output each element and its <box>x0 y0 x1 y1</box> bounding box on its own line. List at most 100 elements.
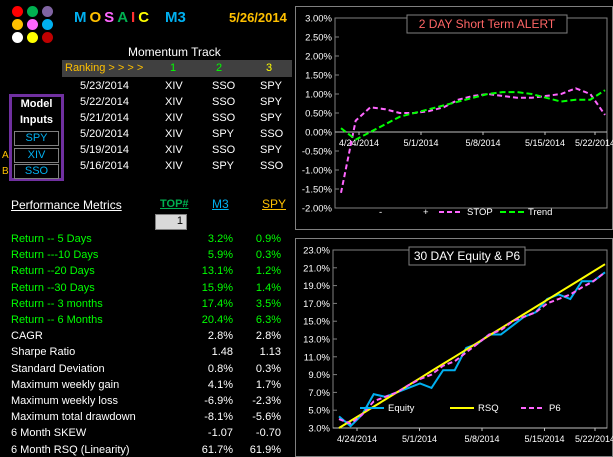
y-tick-label: 3.0% <box>308 424 330 435</box>
model-input-xiv[interactable]: XIV <box>14 148 59 163</box>
report-date: 5/26/2014 <box>229 10 287 25</box>
momentum-ticker: XIV <box>165 144 183 156</box>
brand-letter: O <box>89 9 105 26</box>
metric-label: 6 Month RSQ (Linearity) <box>11 443 130 456</box>
metric-spy-value: 1.13 <box>259 346 281 359</box>
chart-frame <box>295 238 613 457</box>
metric-spy-value: 1.4% <box>255 281 281 294</box>
y-tick-label: 13.0% <box>303 335 330 346</box>
metric-m3-value: -6.9% <box>204 395 233 407</box>
metric-m3-value: 4.1% <box>207 378 233 391</box>
y-tick-label: 2.50% <box>305 33 332 44</box>
y-tick-label: 11.0% <box>304 352 331 363</box>
metric-label: Standard Deviation <box>11 362 105 375</box>
metric-m3-value: 13.1% <box>201 265 233 278</box>
metric-spy-value: -5.6% <box>252 411 281 424</box>
metric-row: 6 Month RSQ (Linearity) 61.7% 61.9% <box>0 444 300 457</box>
momentum-row: 5/16/2014 XIV SPY SSO <box>0 159 300 175</box>
momentum-ticker: SSO <box>212 96 236 108</box>
brand-letter: I <box>131 9 139 26</box>
logo-dot <box>12 19 23 30</box>
metric-spy-value: 61.9% <box>249 443 281 456</box>
spy-column-header: SPY <box>262 197 287 211</box>
momentum-ticker: SPY <box>260 144 283 156</box>
metric-row: Return ---10 Days 5.9% 0.3% <box>0 249 300 265</box>
metric-spy-value: -2.3% <box>252 395 281 407</box>
momentum-row: 5/22/2014 XIV SSO SPY <box>0 95 300 111</box>
brand-title: MOSAIC <box>74 9 152 26</box>
metric-m3-value: -8.1% <box>204 411 233 424</box>
chart-title: 2 DAY Short Term ALERT <box>419 17 556 31</box>
momentum-row: 5/21/2014 XIV SSO SPY <box>0 111 300 127</box>
x-tick-label: 5/1/2014 <box>403 138 438 148</box>
momentum-ticker: XIV <box>165 80 183 92</box>
metric-spy-value: -0.70 <box>255 427 281 440</box>
model-input-spy[interactable]: SPY <box>14 131 59 146</box>
y-tick-label: 2.00% <box>305 52 332 63</box>
model-inputs-panel: Model Inputs SPY XIV SSO <box>9 94 64 181</box>
chart-title-box <box>408 246 526 266</box>
y-tick-label: 0.50% <box>305 109 332 120</box>
metric-label: Return --20 Days <box>11 265 95 278</box>
momentum-track-title: Momentum Track <box>128 45 221 59</box>
momentum-date: 5/16/2014 <box>80 160 129 172</box>
metric-m3-value: 3.2% <box>207 233 233 245</box>
x-tick-label: 4/24/2014 <box>337 434 377 444</box>
chart-title: 30 DAY Equity & P6 <box>414 249 521 263</box>
momentum-ticker: SSO <box>260 128 284 140</box>
momentum-ticker: XIV <box>165 112 183 124</box>
metric-m3-value: 17.4% <box>201 297 233 310</box>
metric-row: Sharpe Ratio 1.48 1.13 <box>0 346 300 362</box>
logo-dot <box>12 6 23 17</box>
brand-letter: M <box>74 9 90 26</box>
chart-frame <box>295 6 613 230</box>
metric-m3-value: 1.48 <box>211 346 233 359</box>
logo-dot <box>12 32 23 43</box>
momentum-ticker: SSO <box>260 160 284 172</box>
momentum-ticker: XIV <box>165 128 183 140</box>
metric-spy-value: 0.3% <box>255 362 281 375</box>
momentum-ticker: SPY <box>212 128 235 140</box>
metric-row: Maximum weekly loss -6.9% -2.3% <box>0 395 300 411</box>
y-tick-label: 17.0% <box>303 299 330 310</box>
top-label: TOP# <box>160 198 189 210</box>
metric-m3-value: 5.9% <box>207 249 233 262</box>
top-number-input[interactable]: 1 <box>155 214 187 230</box>
legend-label: - <box>379 207 382 218</box>
momentum-date: 5/22/2014 <box>80 96 129 108</box>
input-label-b: B <box>2 166 9 177</box>
metric-label: Return -- 3 months <box>11 297 103 310</box>
chart-title-box <box>406 14 568 34</box>
y-tick-label: -1.00% <box>302 166 333 177</box>
momentum-ticker: SPY <box>212 160 235 172</box>
performance-metrics-title: Performance Metrics <box>11 198 122 212</box>
rank-3-label: 3 <box>266 62 273 74</box>
momentum-row: 5/20/2014 XIV SPY SSO <box>0 127 300 143</box>
ranking-label: Ranking > > > > <box>65 62 144 74</box>
x-tick-label: 5/22/2014 <box>575 434 613 444</box>
legend-label: Trend <box>528 207 552 218</box>
logo-dot <box>27 6 38 17</box>
logo-dot <box>27 19 38 30</box>
y-tick-label: 5.0% <box>308 406 330 417</box>
metric-spy-value: 6.3% <box>255 314 281 326</box>
momentum-date: 5/23/2014 <box>80 80 129 92</box>
momentum-row: 5/19/2014 XIV SSO SPY <box>0 143 300 159</box>
legend-label: + <box>423 207 429 218</box>
momentum-date: 5/21/2014 <box>80 112 129 124</box>
y-tick-label: 9.0% <box>308 370 330 381</box>
y-tick-label: -2.00% <box>302 204 333 215</box>
series-line-p6 <box>338 271 606 425</box>
metric-row: CAGR 2.8% 2.8% <box>0 330 300 346</box>
brand-letter: C <box>138 9 153 26</box>
legend-label: P6 <box>549 403 561 414</box>
ranking-header: Ranking > > > > 1 2 3 <box>62 60 292 77</box>
metric-label: Maximum total drawdown <box>11 411 136 424</box>
x-tick-label: 4/24/2014 <box>339 138 379 148</box>
legend-label: RSQ <box>478 403 499 414</box>
metric-spy-value: 2.8% <box>255 330 281 343</box>
y-tick-label: 1.50% <box>305 71 332 82</box>
momentum-ticker: SPY <box>260 96 283 108</box>
model-input-sso[interactable]: SSO <box>14 164 59 179</box>
model-label: Model <box>20 98 53 110</box>
